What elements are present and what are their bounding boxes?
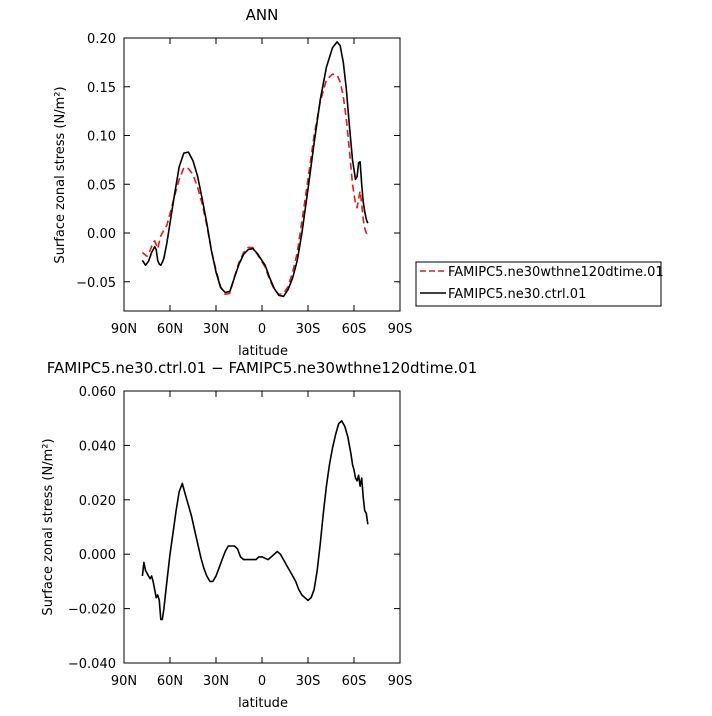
panel-bottom: FAMIPC5.ne30.ctrl.01 − FAMIPC5.ne30wthne… [41,359,477,711]
y-axis-top: −0.05 0.00 0.05 0.10 0.15 0.20 [76,32,400,291]
y-axis-bottom: −0.040 −0.020 0.000 0.020 0.040 0.060 [68,385,400,672]
x-tick-label: 30S [296,322,321,337]
y-axis-label-bottom: Surface zonal stress (N/m²) [41,438,56,615]
x-tick-label: 90N [111,322,137,337]
x-tick-label: 30N [203,322,229,337]
plot-frame-top [123,37,401,312]
chart-title-difference: FAMIPC5.ne30.ctrl.01 − FAMIPC5.ne30wthne… [47,359,478,377]
x-tick-label: 30N [203,674,229,689]
panel-top: ANN −0.05 0.00 0.05 0.10 0.15 0.20 90N 60N 30N 0… [53,6,412,359]
x-tick-label: 90S [388,674,413,689]
y-tick-label: 0.10 [87,130,116,145]
y-tick-label: 0.20 [87,32,116,47]
series-line-solid-0-1 [141,41,369,298]
plot-frame-bottom [123,390,401,664]
y-tick-label: −0.040 [68,657,116,672]
legend: FAMIPC5.ne30wthne120dtime.01 FAMIPC5.ne3… [415,261,664,307]
x-tick-label: 60S [342,674,367,689]
x-tick-label: 90S [388,322,413,337]
x-tick-label: 60S [342,322,367,337]
series-line-dashed-0-0 [141,73,369,296]
y-tick-label: 0.00 [87,227,116,242]
legend-label-ctrl: FAMIPC5.ne30.ctrl.01 [448,287,586,302]
y-axis-label-top: Surface zonal stress (N/m²) [53,86,68,263]
chart-title-ann: ANN [246,6,279,24]
y-tick-label: 0.060 [79,385,116,400]
x-axis-label-top: latitude [238,344,288,359]
series-line-solid-1-0 [141,420,369,621]
x-axis-bottom: 90N 60N 30N 0 30S 60S 90S [111,391,413,689]
y-tick-label: 0.000 [79,548,116,563]
y-tick-label: 0.15 [87,81,116,96]
legend-box [415,261,662,307]
series-group-bottom [141,420,369,621]
legend-label-wthne120: FAMIPC5.ne30wthne120dtime.01 [448,265,664,280]
x-tick-label: 0 [258,674,266,689]
x-tick-label: 60N [157,674,183,689]
y-tick-label: 0.020 [79,494,116,509]
x-axis-label-bottom: latitude [238,696,288,711]
series-group-top [141,41,369,298]
y-tick-label: −0.020 [68,603,116,618]
y-tick-label: 0.05 [87,178,116,193]
x-tick-label: 30S [296,674,321,689]
y-tick-label: 0.040 [79,439,116,454]
x-tick-label: 0 [258,322,266,337]
x-axis-top: 90N 60N 30N 0 30S 60S 90S [111,38,413,337]
x-tick-label: 60N [157,322,183,337]
y-tick-label: −0.05 [76,276,116,291]
x-tick-label: 90N [111,674,137,689]
